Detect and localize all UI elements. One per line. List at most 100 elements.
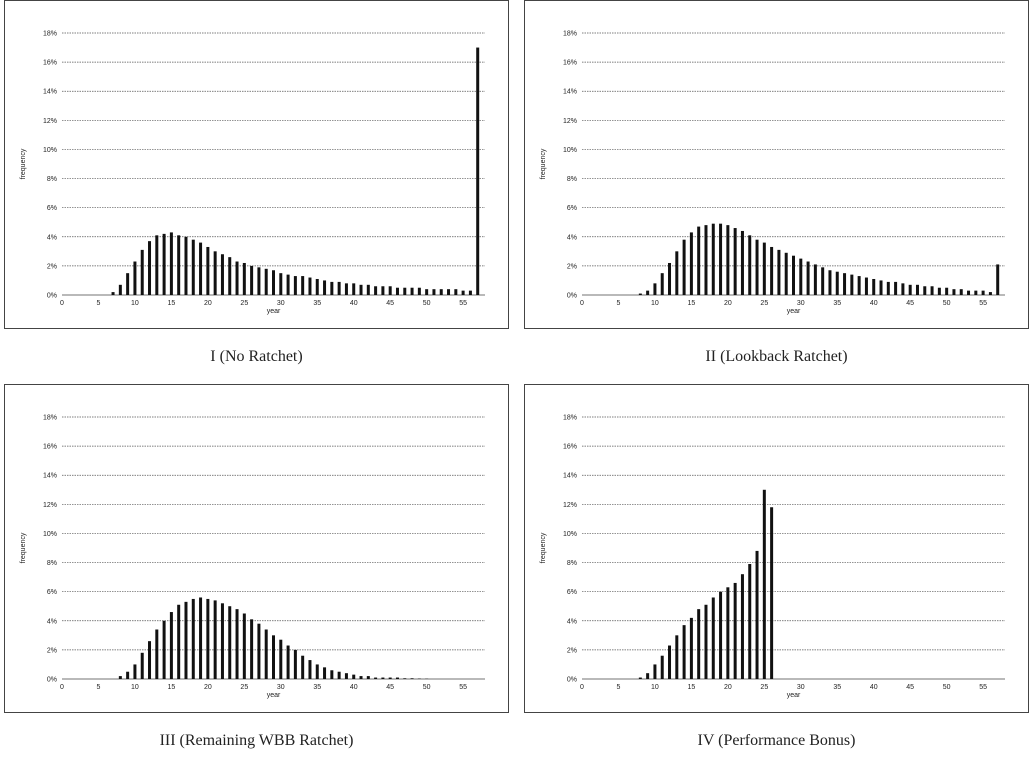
bar xyxy=(242,262,246,295)
x-tick-label: 10 xyxy=(131,684,139,691)
bar xyxy=(704,225,708,295)
x-tick-label: 5 xyxy=(617,300,621,307)
bar xyxy=(646,290,650,295)
bar xyxy=(330,670,334,679)
bar xyxy=(388,286,392,295)
y-tick-label: 18% xyxy=(43,415,57,422)
x-axis-label: year xyxy=(787,692,801,699)
bar xyxy=(755,239,759,295)
bar xyxy=(162,233,166,295)
bar xyxy=(395,677,399,679)
x-tick-label: 55 xyxy=(979,300,987,307)
bar xyxy=(668,645,672,679)
bar xyxy=(199,597,203,679)
x-tick-label: 25 xyxy=(760,300,768,307)
bar xyxy=(726,225,730,295)
bar xyxy=(748,564,752,679)
bar xyxy=(923,286,927,295)
y-tick-label: 12% xyxy=(43,118,57,125)
bar xyxy=(308,277,312,295)
chart-caption: III (Remaining WBB Ratchet) xyxy=(159,732,354,749)
x-tick-label: 55 xyxy=(979,684,987,691)
bar xyxy=(395,287,399,295)
y-tick-label: 0% xyxy=(47,293,57,300)
bar xyxy=(638,677,642,679)
y-tick-label: 18% xyxy=(43,31,57,38)
bar xyxy=(315,278,319,295)
x-tick-label: 45 xyxy=(906,300,914,307)
y-tick-label: 0% xyxy=(567,293,577,300)
x-tick-label: 20 xyxy=(204,300,212,307)
y-tick-label: 4% xyxy=(567,234,577,241)
y-tick-label: 16% xyxy=(563,444,577,451)
x-tick-label: 50 xyxy=(423,300,431,307)
bar xyxy=(169,612,173,679)
x-tick-label: 25 xyxy=(240,300,248,307)
bar xyxy=(740,230,744,295)
bar xyxy=(653,283,657,295)
bar xyxy=(646,673,650,679)
y-tick-label: 6% xyxy=(47,205,57,212)
x-tick-label: 55 xyxy=(459,684,467,691)
bar xyxy=(908,284,912,295)
bar xyxy=(352,674,356,679)
bar xyxy=(755,550,759,679)
bar xyxy=(366,676,370,679)
x-tick-label: 15 xyxy=(687,300,695,307)
bar xyxy=(432,289,436,295)
chart-caption: IV (Performance Bonus) xyxy=(697,732,856,749)
bar xyxy=(476,47,480,295)
bar xyxy=(257,267,261,295)
bar xyxy=(279,273,283,295)
x-tick-label: 20 xyxy=(724,684,732,691)
bar xyxy=(682,239,686,295)
y-tick-label: 10% xyxy=(563,531,577,538)
bar xyxy=(468,290,472,295)
bar xyxy=(293,649,297,679)
bar xyxy=(733,228,737,295)
y-tick-label: 8% xyxy=(47,176,57,183)
x-tick-label: 35 xyxy=(833,300,841,307)
x-tick-label: 10 xyxy=(651,300,659,307)
bar xyxy=(213,251,217,295)
x-tick-label: 30 xyxy=(277,684,285,691)
bar xyxy=(199,242,203,295)
chart-frame: 0% 2% 4% 6% 8% 10% 12% 14% 16% 18% 0 5 10 15 20 25 30 35 4… xyxy=(4,384,509,713)
bar xyxy=(988,292,992,295)
bar xyxy=(301,276,305,295)
bar xyxy=(784,252,788,295)
bar xyxy=(850,274,854,295)
bar xyxy=(250,265,254,295)
bar xyxy=(148,241,152,295)
y-tick-label: 2% xyxy=(47,263,57,270)
bar xyxy=(206,598,210,679)
chart-caption: II (Lookback Ratchet) xyxy=(705,348,848,365)
y-tick-label: 10% xyxy=(43,531,57,538)
bar xyxy=(915,284,919,295)
bar xyxy=(792,255,795,295)
bar xyxy=(118,284,122,295)
bar xyxy=(733,582,737,679)
bar xyxy=(828,270,832,295)
y-tick-label: 8% xyxy=(47,560,57,567)
bar xyxy=(439,289,443,295)
bar xyxy=(257,623,261,679)
y-tick-label: 12% xyxy=(563,118,577,125)
bar xyxy=(425,289,429,295)
bar xyxy=(901,283,905,295)
bar xyxy=(886,281,890,295)
bar xyxy=(272,635,275,679)
y-tick-label: 18% xyxy=(563,31,577,38)
y-tick-label: 0% xyxy=(567,677,577,684)
bar xyxy=(126,273,130,295)
bar xyxy=(184,236,188,295)
bar xyxy=(711,223,715,295)
bar xyxy=(719,223,723,295)
bar xyxy=(315,664,319,679)
x-tick-label: 35 xyxy=(833,684,841,691)
bar xyxy=(821,267,825,295)
bar xyxy=(872,278,876,295)
chart-svg: 0% 2% 4% 6% 8% 10% 12% 14% 16% 18% 0 5 10 15 20 25 30 35 4… xyxy=(20,31,485,315)
bar xyxy=(638,293,642,295)
chart-caption: I (No Ratchet) xyxy=(210,348,303,365)
